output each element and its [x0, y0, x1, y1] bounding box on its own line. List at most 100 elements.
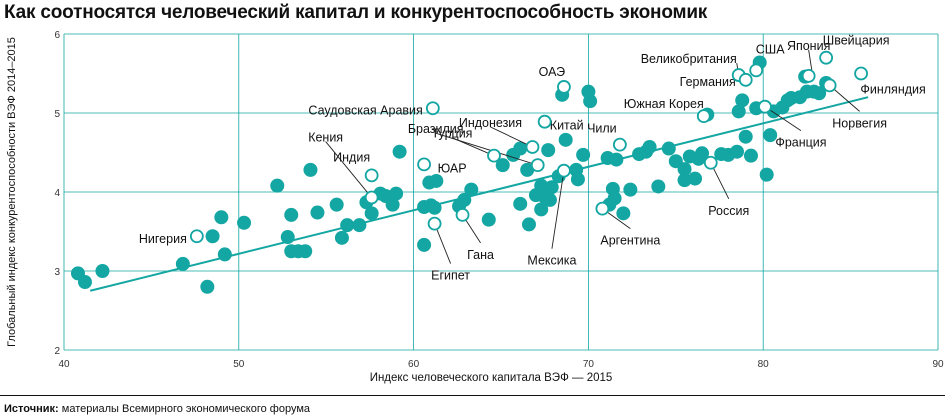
- data-point: [759, 167, 774, 182]
- label-leader-line: [325, 141, 372, 198]
- country-label: Германия: [680, 75, 736, 89]
- data-point: [731, 104, 746, 119]
- label-leader-line: [434, 223, 451, 264]
- data-point: [95, 264, 110, 278]
- label-leader-line: [490, 126, 533, 148]
- country-label: Япония: [787, 39, 830, 53]
- data-point: [392, 144, 407, 159]
- source-text: материалы Всемирного экономического фору…: [61, 403, 311, 415]
- labeled-point: [696, 109, 711, 124]
- data-point: [513, 196, 528, 211]
- country-label: Норвегия: [832, 116, 887, 130]
- labeled-point: [758, 99, 772, 114]
- labeled-point: [364, 168, 379, 183]
- labeled-point: [425, 101, 440, 116]
- data-point: [763, 128, 778, 143]
- data-point: [270, 178, 285, 193]
- data-point: [175, 256, 190, 271]
- data-point: [205, 229, 220, 244]
- data-point: [513, 141, 528, 156]
- labeled-point: [595, 201, 610, 216]
- country-label: Чили: [587, 122, 617, 136]
- country-label: Аргентина: [600, 234, 660, 248]
- country-label: Финляндия: [860, 83, 925, 97]
- data-point: [738, 129, 753, 144]
- labeled-point: [557, 80, 571, 94]
- y-tick-label: 6: [54, 30, 60, 41]
- data-point: [464, 182, 479, 197]
- labeled-point: [417, 157, 431, 172]
- data-point: [481, 212, 496, 227]
- y-tick-label: 4: [54, 188, 60, 199]
- data-point: [298, 244, 313, 259]
- data-point: [688, 171, 703, 186]
- country-label: США: [756, 42, 785, 56]
- data-point: [217, 247, 232, 262]
- data-point: [677, 162, 692, 177]
- data-point: [237, 215, 252, 230]
- country-label: Мексика: [527, 254, 576, 268]
- country-label: ЮАР: [438, 161, 467, 175]
- labeled-point: [364, 190, 379, 205]
- data-point: [544, 180, 559, 195]
- data-point: [352, 218, 367, 233]
- data-point: [576, 147, 591, 162]
- data-point: [661, 141, 676, 156]
- data-point: [623, 182, 638, 197]
- country-label: Нигерия: [139, 232, 187, 246]
- label-leader-line: [435, 132, 538, 166]
- label-leader-line: [551, 170, 565, 249]
- chart-title: Как соотносятся человеческий капитал и к…: [4, 2, 708, 23]
- data-point: [695, 146, 710, 161]
- data-point: [541, 143, 556, 158]
- data-point: [521, 217, 536, 232]
- country-label: Франция: [775, 136, 826, 150]
- country-label: Саудовская Аравия: [308, 103, 422, 117]
- data-point: [534, 178, 549, 193]
- data-point: [364, 206, 379, 221]
- footer-divider: [0, 395, 945, 396]
- labeled-point: [819, 50, 834, 65]
- data-point: [284, 207, 299, 222]
- data-point: [520, 162, 535, 177]
- x-tick-label: 50: [233, 359, 245, 370]
- labeled-point: [537, 114, 552, 129]
- labeled-point: [530, 158, 545, 173]
- data-point: [651, 179, 666, 194]
- data-point: [429, 173, 444, 188]
- country-label: Бразилия: [408, 122, 464, 136]
- data-point: [743, 148, 758, 163]
- labeled-point: [189, 229, 204, 244]
- labeled-point: [854, 66, 868, 81]
- labeled-point: [487, 148, 501, 163]
- country-label: Китай: [550, 119, 584, 133]
- data-point: [214, 210, 229, 225]
- country-label: Южная Корея: [624, 97, 704, 111]
- source-label: Источник:: [4, 403, 59, 415]
- data-point: [495, 158, 510, 173]
- labeled-point: [738, 72, 753, 87]
- data-point: [200, 279, 215, 294]
- country-label: Индия: [333, 150, 370, 164]
- data-point: [329, 197, 344, 212]
- data-point: [385, 197, 400, 212]
- labeled-point: [557, 163, 571, 178]
- data-point: [609, 152, 624, 167]
- data-point: [534, 202, 549, 217]
- labeled-point: [427, 216, 442, 231]
- labeled-point: [455, 208, 470, 222]
- country-label: Великобритания: [641, 52, 737, 66]
- country-label: Россия: [708, 204, 749, 218]
- data-point: [735, 93, 750, 108]
- data-point: [642, 139, 657, 154]
- labeled-point: [612, 137, 627, 152]
- x-tick-label: 40: [58, 359, 70, 370]
- data-point: [417, 237, 432, 252]
- data-point: [427, 200, 442, 215]
- country-label: Индонезия: [459, 116, 522, 130]
- labeled-point: [525, 140, 540, 154]
- country-label: ОАЭ: [539, 65, 566, 79]
- country-label: Турция: [432, 127, 473, 141]
- country-label: Швейцария: [823, 34, 890, 48]
- data-point: [303, 162, 318, 177]
